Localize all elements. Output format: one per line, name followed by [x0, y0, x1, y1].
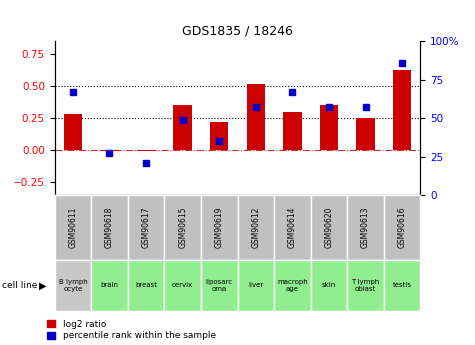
Bar: [247, 83, 265, 150]
Text: GSM90613: GSM90613: [361, 207, 370, 248]
Bar: [320, 105, 338, 150]
Bar: [210, 122, 228, 150]
Text: B lymph
ocyte: B lymph ocyte: [58, 279, 87, 292]
Text: skin: skin: [322, 283, 336, 288]
Text: testis: testis: [392, 283, 411, 288]
Text: brain: brain: [101, 283, 118, 288]
Bar: [137, 150, 155, 151]
Text: cervix: cervix: [172, 283, 193, 288]
Legend: log2 ratio, percentile rank within the sample: log2 ratio, percentile rank within the s…: [48, 320, 216, 341]
Text: liver: liver: [248, 283, 264, 288]
Text: GSM90612: GSM90612: [251, 207, 260, 248]
Text: GSM90614: GSM90614: [288, 207, 297, 248]
Text: GSM90616: GSM90616: [398, 207, 407, 248]
Bar: [173, 105, 192, 150]
Text: cell line: cell line: [2, 281, 38, 290]
Text: liposarc
oma: liposarc oma: [206, 279, 233, 292]
Bar: [356, 118, 375, 150]
Bar: [283, 112, 302, 150]
Text: ▶: ▶: [39, 280, 47, 290]
Text: T lymph
oblast: T lymph oblast: [352, 279, 380, 292]
Text: macroph
age: macroph age: [277, 279, 308, 292]
Text: GSM90618: GSM90618: [105, 207, 114, 248]
Bar: [393, 70, 411, 150]
Text: breast: breast: [135, 283, 157, 288]
Text: GSM90611: GSM90611: [68, 207, 77, 248]
Text: GSM90619: GSM90619: [215, 207, 224, 248]
Text: GSM90617: GSM90617: [142, 207, 151, 248]
Bar: [100, 150, 119, 151]
Bar: [64, 114, 82, 150]
Text: GDS1835 / 18246: GDS1835 / 18246: [182, 24, 293, 37]
Text: GSM90620: GSM90620: [324, 207, 333, 248]
Text: GSM90615: GSM90615: [178, 207, 187, 248]
